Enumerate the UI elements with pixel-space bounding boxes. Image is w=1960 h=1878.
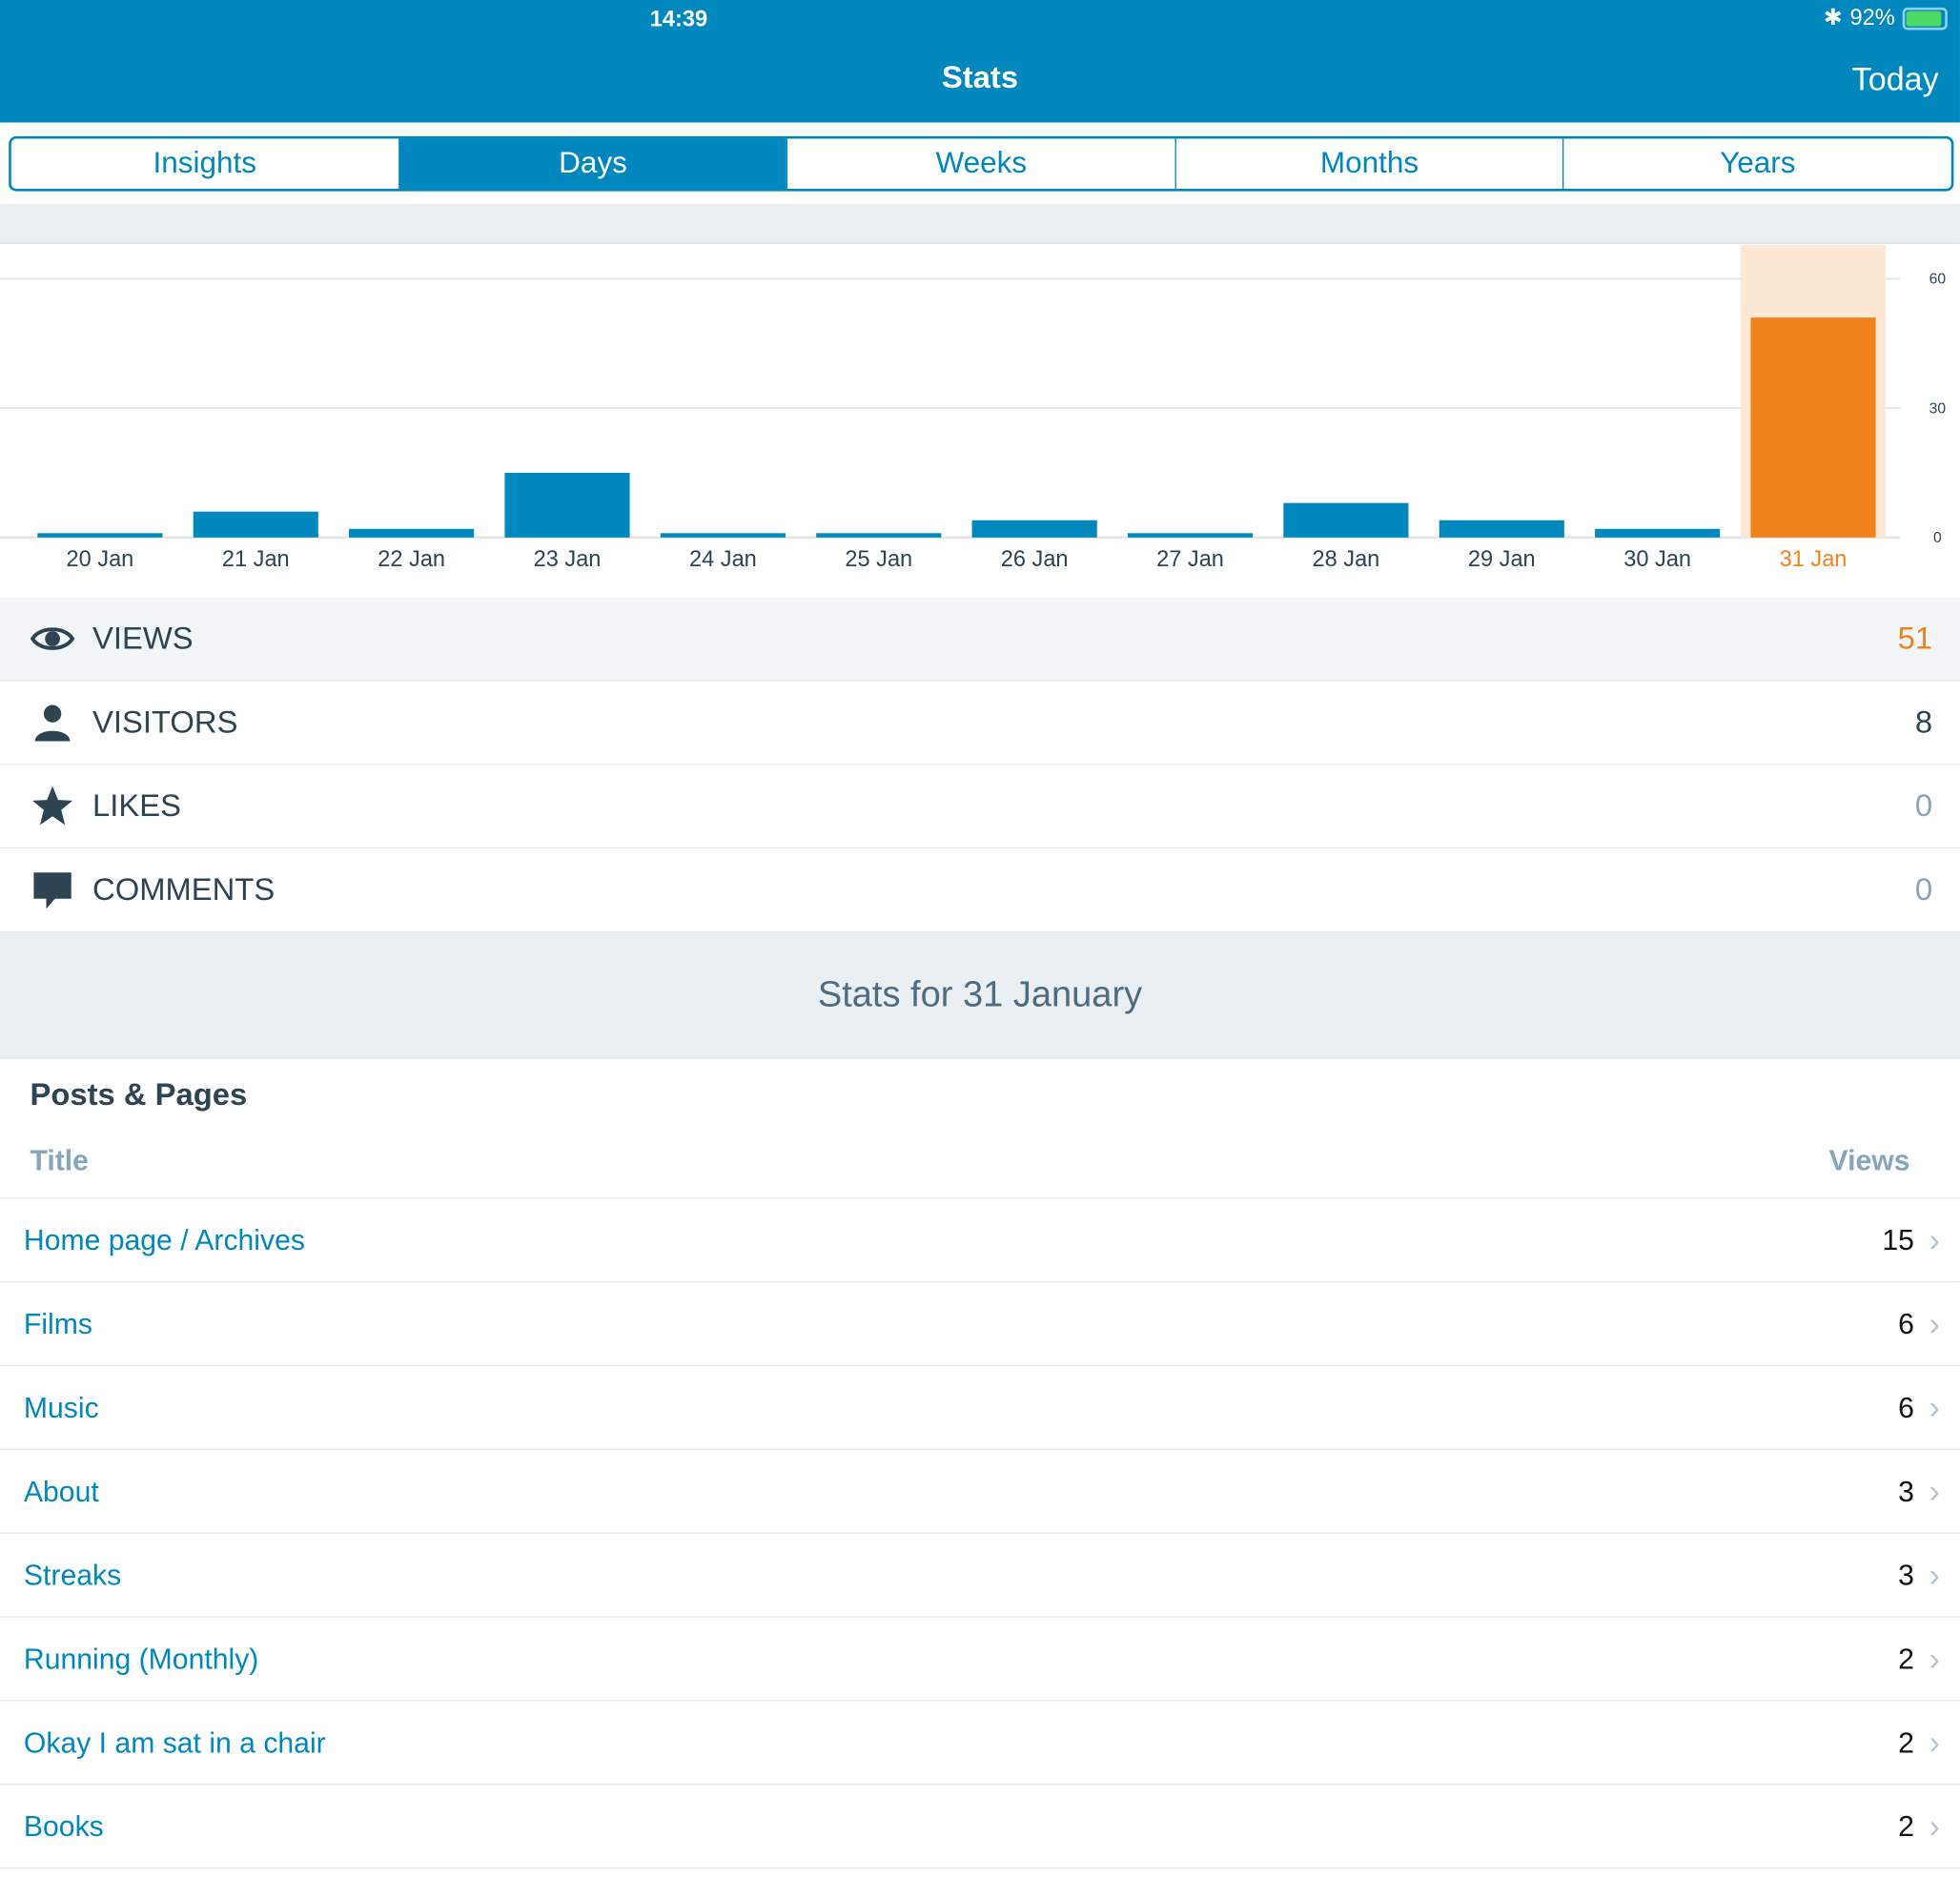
summary-views[interactable]: VIEWS 51	[0, 597, 1960, 682]
chevron-right-icon: ›	[1929, 1304, 1940, 1342]
post-views: 6	[1898, 1390, 1914, 1423]
post-views: 3	[1898, 1474, 1914, 1507]
col-views: Views	[1828, 1143, 1910, 1176]
tab-weeks[interactable]: Weeks	[786, 138, 1174, 189]
post-title[interactable]: Films	[23, 1306, 92, 1339]
comment-icon	[33, 872, 71, 909]
summary-visitors[interactable]: VISITORS 8	[0, 682, 1960, 765]
summary-label: LIKES	[92, 787, 181, 824]
summary-label: VIEWS	[92, 621, 194, 656]
y-tick-label: 60	[1929, 272, 1947, 288]
bar-23-jan[interactable]	[504, 472, 630, 538]
post-title[interactable]: Running (Monthly)	[23, 1642, 259, 1675]
chevron-right-icon: ›	[1929, 1388, 1940, 1426]
x-tick-label[interactable]: 21 Jan	[222, 547, 290, 572]
summary-value: 0	[1914, 871, 1933, 908]
col-title: Title	[30, 1143, 89, 1176]
summary-likes[interactable]: LIKES 0	[0, 765, 1960, 849]
bar-26-jan[interactable]	[971, 520, 1097, 538]
chevron-right-icon: ›	[1929, 1807, 1940, 1845]
bar-21-jan[interactable]	[193, 511, 318, 538]
post-row[interactable]: About 3 ›	[0, 1450, 1960, 1534]
x-tick-label[interactable]: 24 Jan	[689, 547, 757, 572]
nav-bar: 14:39 ✱ 92% Stats Today	[0, 0, 1960, 123]
x-tick-label[interactable]: 27 Jan	[1156, 547, 1224, 572]
chevron-right-icon: ›	[1929, 1723, 1940, 1761]
post-title[interactable]: About	[23, 1474, 99, 1507]
bar-29-jan[interactable]	[1439, 520, 1564, 538]
posts-pages-section: Posts & Pages Title Views Home page / Ar…	[0, 1060, 1960, 1869]
battery-percent: 92%	[1849, 5, 1895, 31]
chevron-right-icon: ›	[1929, 1220, 1940, 1258]
column-headers: Title Views	[0, 1125, 1960, 1199]
x-tick-label[interactable]: 28 Jan	[1312, 547, 1379, 572]
x-tick-label[interactable]: 31 Jan	[1780, 547, 1848, 572]
stats-for-heading: Stats for 31 January	[0, 932, 1960, 1059]
post-title[interactable]: Streaks	[23, 1558, 122, 1591]
bar-28-jan[interactable]	[1283, 502, 1409, 538]
summary-list: VIEWS 51 VISITORS 8 LIKES 0 COMMENTS 0	[0, 597, 1960, 933]
x-tick-label[interactable]: 22 Jan	[378, 547, 445, 572]
separator-band	[0, 203, 1960, 244]
post-title[interactable]: Music	[23, 1390, 99, 1423]
post-views: 6	[1898, 1306, 1914, 1339]
post-row[interactable]: Okay I am sat in a chair 2 ›	[0, 1702, 1960, 1786]
bar-27-jan[interactable]	[1127, 533, 1254, 538]
status-indicators: ✱ 92%	[1824, 5, 1948, 31]
chevron-right-icon: ›	[1929, 1555, 1940, 1594]
status-time: 14:39	[649, 6, 708, 31]
summary-value: 0	[1914, 787, 1933, 824]
post-title[interactable]: Home page / Archives	[23, 1223, 305, 1256]
tab-days[interactable]: Days	[398, 138, 786, 189]
star-icon	[32, 786, 73, 826]
person-icon	[34, 704, 71, 742]
tab-insights[interactable]: Insights	[153, 146, 257, 180]
post-views: 3	[1898, 1558, 1914, 1591]
page-title: Stats	[941, 59, 1019, 95]
y-tick-label: 0	[1933, 530, 1942, 546]
eye-icon	[30, 627, 75, 650]
bar-31-jan[interactable]	[1750, 317, 1876, 538]
post-views: 2	[1898, 1808, 1914, 1843]
period-tabs: Insights Days Weeks Months Years	[9, 135, 1954, 192]
summary-value: 8	[1914, 704, 1933, 740]
bar-24-jan[interactable]	[660, 533, 786, 538]
x-tick-label[interactable]: 30 Jan	[1623, 547, 1691, 572]
today-button[interactable]: Today	[1851, 59, 1939, 98]
summary-comments[interactable]: COMMENTS 0	[0, 848, 1960, 933]
x-tick-label[interactable]: 20 Jan	[66, 547, 133, 572]
battery-icon	[1902, 7, 1948, 30]
views-bar-chart: 0 30 60 20 Jan 21 Jan 22 Jan 23 Jan 24 Jan 25 Ja…	[0, 244, 1947, 572]
summary-label: COMMENTS	[92, 871, 276, 908]
chevron-right-icon: ›	[1929, 1471, 1940, 1510]
summary-label: VISITORS	[92, 704, 238, 740]
bar-25-jan[interactable]	[816, 533, 942, 538]
tab-months[interactable]: Months	[1174, 138, 1562, 189]
post-views: 2	[1898, 1725, 1914, 1759]
chevron-right-icon: ›	[1929, 1639, 1940, 1677]
post-row[interactable]: Films 6 ›	[0, 1282, 1960, 1367]
post-title[interactable]: Okay I am sat in a chair	[23, 1725, 326, 1759]
summary-value: 51	[1897, 621, 1933, 656]
x-tick-label[interactable]: 25 Jan	[845, 547, 912, 572]
post-row[interactable]: Books 2 ›	[0, 1785, 1960, 1869]
post-row[interactable]: Streaks 3 ›	[0, 1534, 1960, 1618]
post-row[interactable]: Music 6 ›	[0, 1366, 1960, 1450]
section-title: Posts & Pages	[30, 1077, 248, 1113]
post-title[interactable]: Books	[23, 1808, 104, 1843]
post-row[interactable]: Home page / Archives 15 ›	[0, 1198, 1960, 1283]
bar-30-jan[interactable]	[1595, 528, 1721, 538]
bar-20-jan[interactable]	[37, 533, 163, 538]
x-tick-label[interactable]: 29 Jan	[1468, 547, 1536, 572]
tab-years[interactable]: Years	[1562, 138, 1950, 189]
x-tick-label[interactable]: 26 Jan	[1001, 547, 1069, 572]
post-views: 15	[1882, 1223, 1914, 1256]
y-tick-label: 30	[1929, 400, 1947, 417]
bar-22-jan[interactable]	[349, 528, 475, 538]
x-tick-label[interactable]: 23 Jan	[534, 547, 602, 572]
bluetooth-icon: ✱	[1823, 5, 1843, 31]
post-views: 2	[1898, 1642, 1914, 1675]
post-row[interactable]: Running (Monthly) 2 ›	[0, 1618, 1960, 1702]
